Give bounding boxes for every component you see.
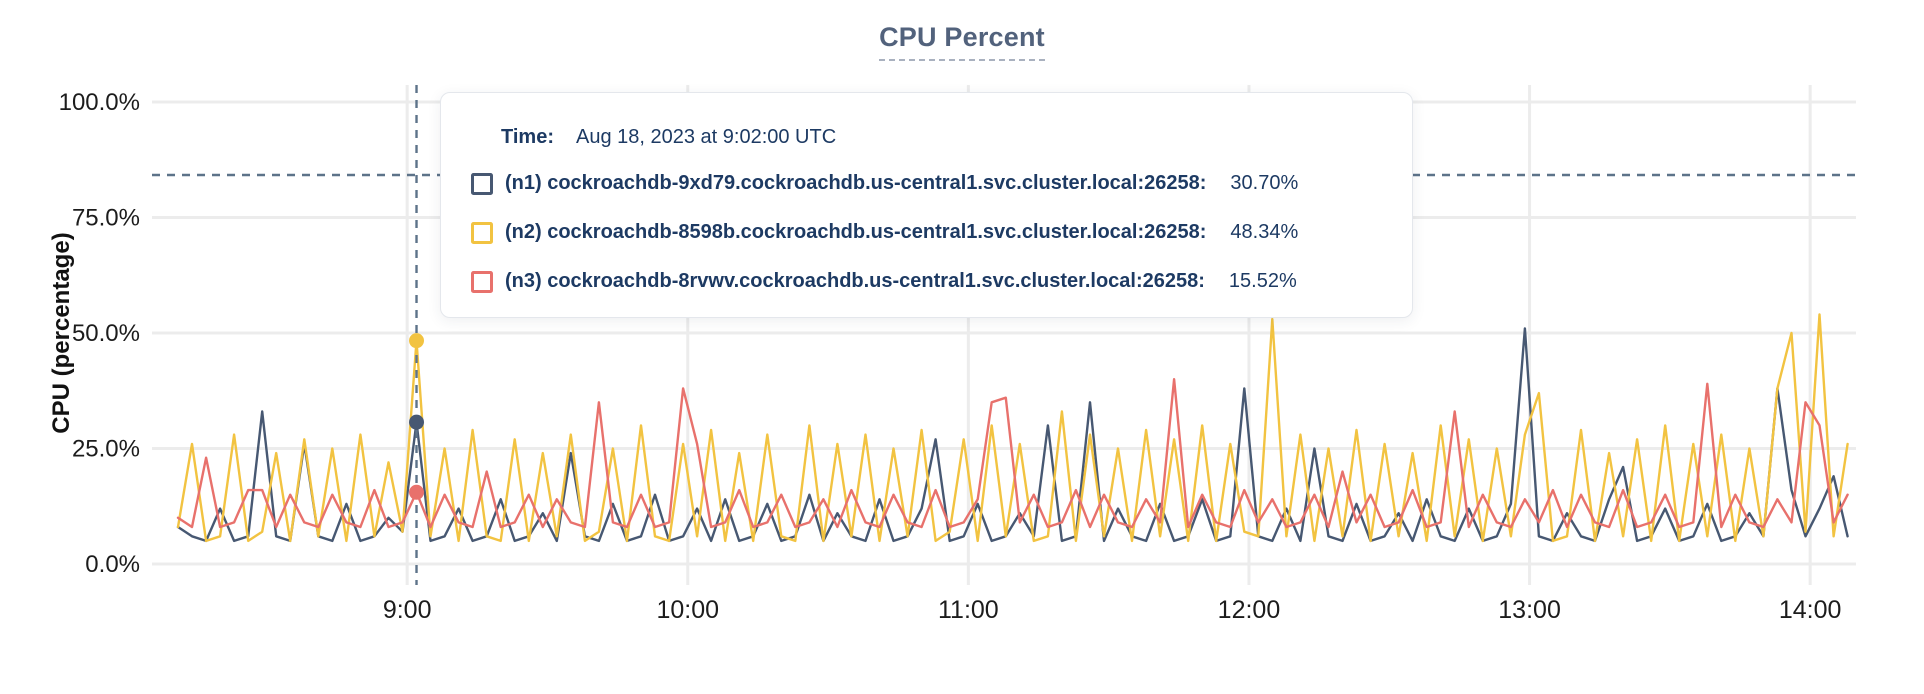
- hover-tooltip: Time: Aug 18, 2023 at 9:02:00 UTC (n1) c…: [440, 92, 1413, 318]
- tooltip-time-row: Time: Aug 18, 2023 at 9:02:00 UTC: [501, 123, 1412, 151]
- series-n3-line: [176, 378, 1849, 529]
- tooltip-row-label: (n2) cockroachdb-8598b.cockroachdb.us-ce…: [505, 221, 1207, 243]
- tooltip-rows: (n1) cockroachdb-9xd79.cockroachdb.us-ce…: [471, 159, 1412, 306]
- tooltip-row-n2: (n2) cockroachdb-8598b.cockroachdb.us-ce…: [471, 208, 1412, 257]
- hover-dot-n1: [409, 414, 425, 430]
- tooltip-time-value: Aug 18, 2023 at 9:02:00 UTC: [575, 125, 837, 148]
- series-n1-swatch-icon: [471, 172, 493, 195]
- x-tick-label: 10:00: [656, 596, 719, 624]
- x-tick-label: 11:00: [938, 596, 999, 624]
- series-n2-line: [176, 313, 1849, 543]
- x-tick-label: 13:00: [1498, 596, 1561, 624]
- y-tick-label: 50.0%: [72, 320, 140, 347]
- tooltip-time-label: Time:: [501, 125, 554, 148]
- axis-labels: 0.0% 25.0% 50.0% 75.0% 100.0% 9:00 10:00 11:00 1…: [59, 89, 1842, 624]
- tooltip-row-value: 48.34%: [1230, 221, 1299, 243]
- series-n3-swatch-icon: [471, 270, 493, 293]
- hover-dot-n3: [409, 484, 425, 500]
- tooltip-row-value: 30.70%: [1230, 172, 1299, 194]
- x-tick-label: 14:00: [1779, 596, 1842, 624]
- tooltip-row-n1: (n1) cockroachdb-9xd79.cockroachdb.us-ce…: [471, 159, 1412, 208]
- tooltip-row-label: (n1) cockroachdb-9xd79.cockroachdb.us-ce…: [505, 172, 1207, 194]
- tooltip-row-value: 15.52%: [1228, 270, 1297, 292]
- y-tick-label: 0.0%: [85, 551, 140, 578]
- y-axis-title: CPU (percentage): [48, 232, 75, 434]
- chart-title-bar: CPU Percent: [0, 22, 1924, 61]
- hover-dot-n2: [409, 333, 425, 349]
- x-tick-label: 9:00: [383, 596, 432, 624]
- x-tick-label: 12:00: [1218, 596, 1281, 624]
- chart-title[interactable]: CPU Percent: [879, 22, 1045, 61]
- series-n2-swatch-icon: [471, 221, 493, 244]
- tooltip-row-label: (n3) cockroachdb-8rvwv.cockroachdb.us-ce…: [505, 270, 1205, 292]
- y-tick-label: 75.0%: [72, 205, 140, 232]
- tooltip-row-n3: (n3) cockroachdb-8rvwv.cockroachdb.us-ce…: [471, 257, 1412, 306]
- y-tick-label: 25.0%: [72, 436, 140, 463]
- y-tick-label: 100.0%: [59, 89, 140, 116]
